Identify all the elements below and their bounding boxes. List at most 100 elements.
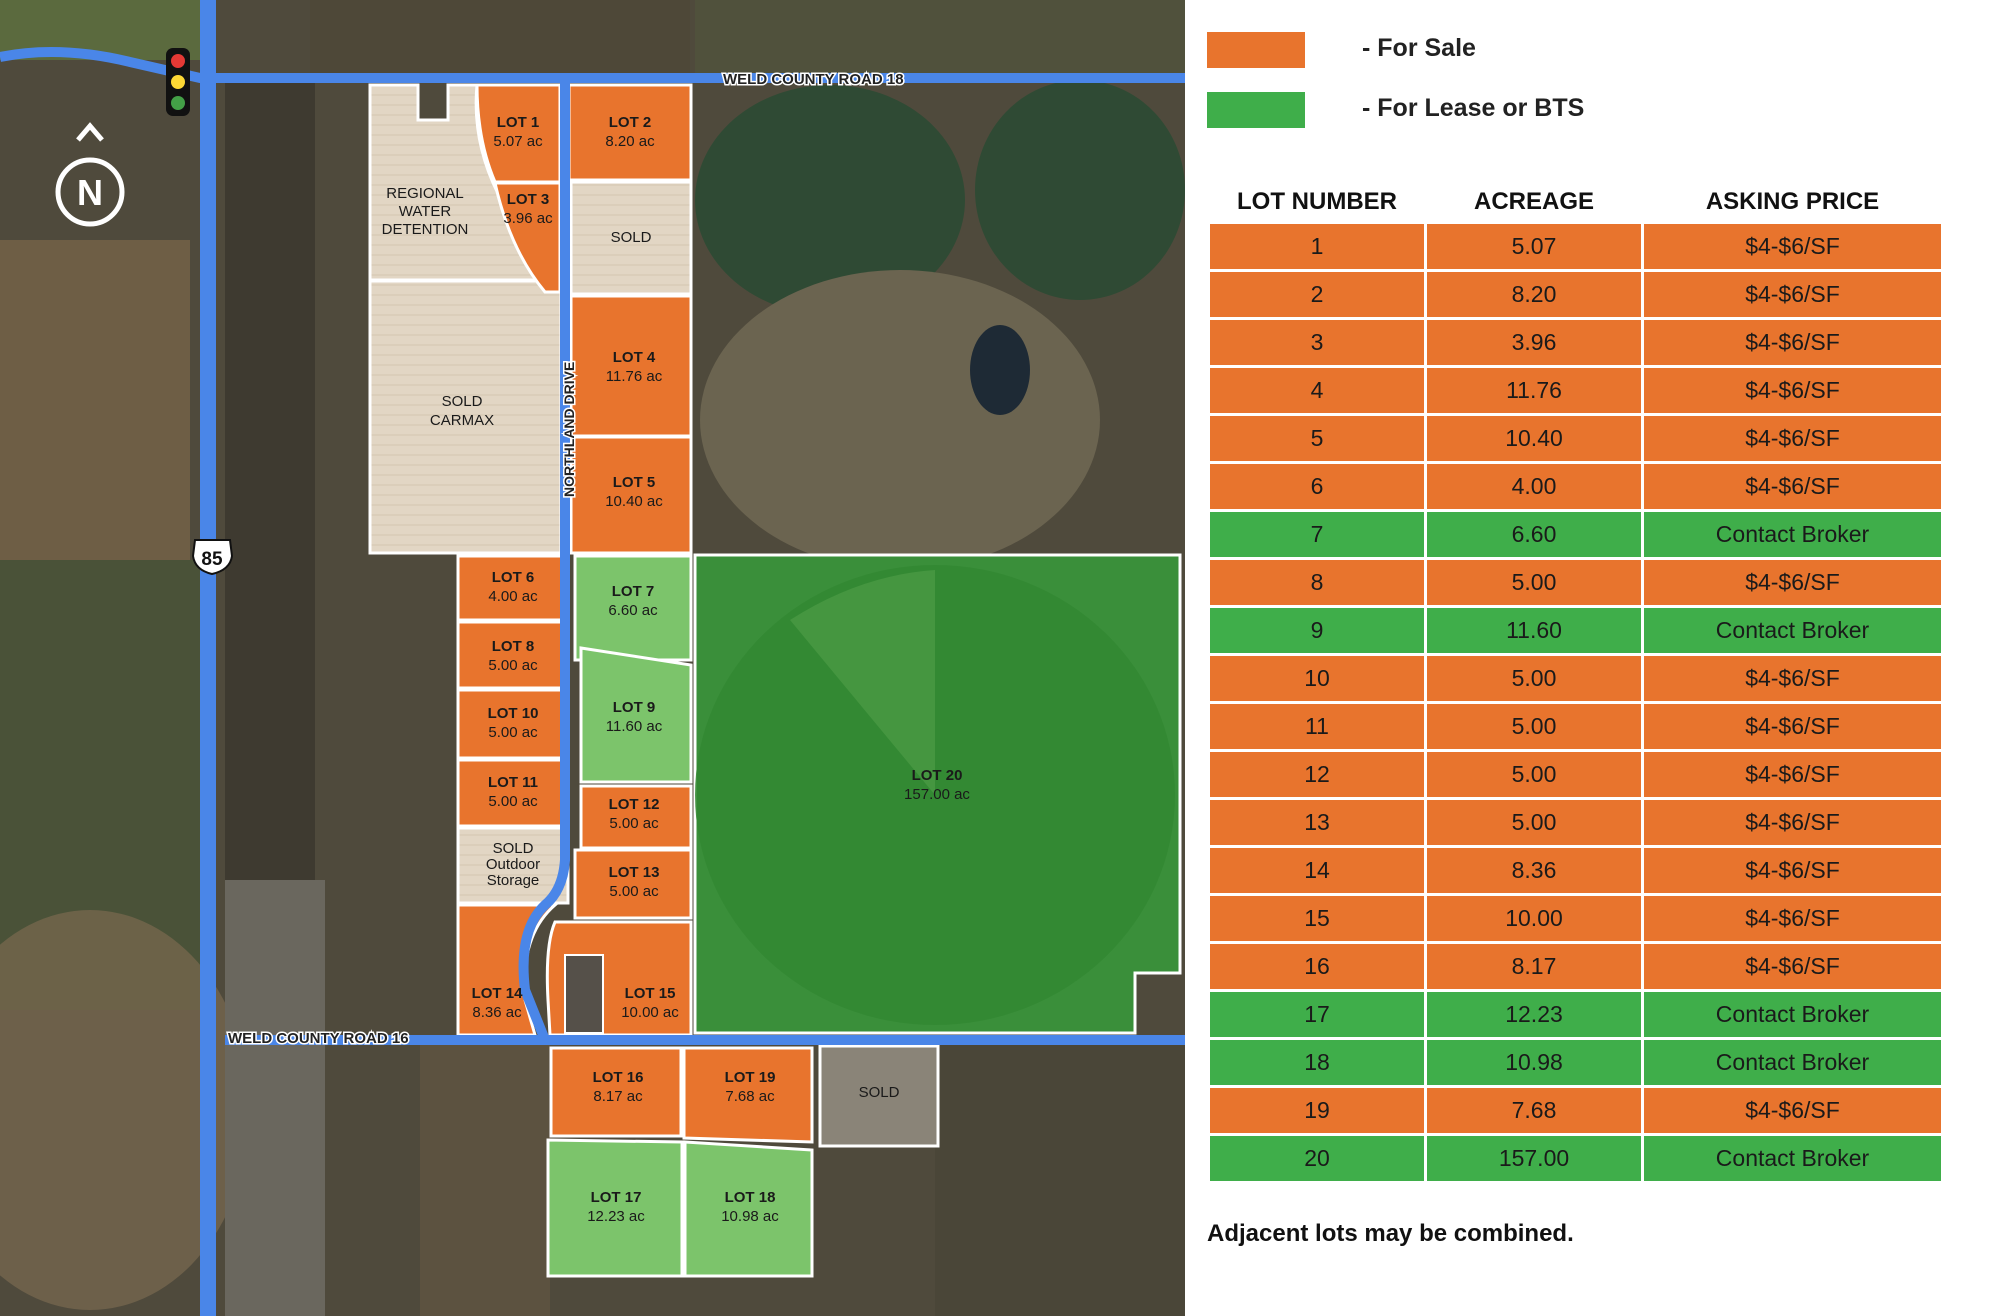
cell-lot-number: 16 (1210, 944, 1424, 989)
label-sold-outdoor-3: Storage (487, 872, 540, 889)
label-carmax-1: SOLD (442, 393, 483, 410)
parcel-lot16 (549, 1046, 683, 1138)
parcel-lot15-building (564, 954, 604, 1034)
cell-asking-price: $4-$6/SF (1644, 704, 1941, 749)
lot-area-lot6: 4.00 ac (488, 588, 538, 605)
parcel-sold-carmax (368, 279, 563, 555)
cell-lot-number: 2 (1210, 272, 1424, 317)
table-row: 18 10.98 Contact Broker (1210, 1040, 1941, 1085)
header-acreage: ACREAGE (1473, 188, 1594, 215)
road-label-weld-18: WELD COUNTY ROAD 18 (723, 71, 904, 88)
cell-acreage: 11.60 (1427, 608, 1641, 653)
field-ne (695, 0, 1185, 80)
table-row: 11 5.00 $4-$6/SF (1210, 704, 1941, 749)
cell-asking-price: Contact Broker (1644, 1040, 1941, 1085)
table-row: 3 3.96 $4-$6/SF (1210, 320, 1941, 365)
lot-label-lot18: LOT 18 (725, 1189, 776, 1206)
table-row: 5 10.40 $4-$6/SF (1210, 416, 1941, 461)
parcel-lot12 (579, 784, 693, 850)
lot-area-lot2: 8.20 ac (605, 133, 655, 150)
cell-asking-price: Contact Broker (1644, 992, 1941, 1037)
north-arrow-icon: N (55, 122, 125, 227)
cell-acreage: 8.20 (1427, 272, 1641, 317)
label-detention-2: WATER (399, 203, 452, 220)
lot-area-lot5: 10.40 ac (605, 493, 663, 510)
industrial-strip (225, 880, 325, 1316)
lot-label-lot16: LOT 16 (593, 1069, 644, 1086)
lot-label-lot9: LOT 9 (613, 699, 656, 716)
cell-lot-number: 15 (1210, 896, 1424, 941)
cell-asking-price: $4-$6/SF (1644, 416, 1941, 461)
table-row: 8 5.00 $4-$6/SF (1210, 560, 1941, 605)
cell-lot-number: 18 (1210, 1040, 1424, 1085)
road-northland-drive (518, 80, 570, 1042)
parcel-lot4 (569, 294, 693, 438)
legend-label-for-sale: - For Sale (1362, 34, 1476, 62)
cell-acreage: 10.40 (1427, 416, 1641, 461)
lot-label-lot20: LOT 20 (912, 767, 963, 784)
lot-table: LOT NUMBER ACREAGE ASKING PRICE 1 5.07 $4-… (1207, 180, 1944, 1184)
lot-area-lot13: 5.00 ac (609, 883, 659, 900)
cell-lot-number: 13 (1210, 800, 1424, 845)
lot-area-lot18: 10.98 ac (721, 1208, 779, 1225)
pivot-field-ne2 (975, 80, 1185, 300)
table-row: 19 7.68 $4-$6/SF (1210, 1088, 1941, 1133)
highway-85-label: 85 (201, 549, 223, 570)
cell-acreage: 12.23 (1427, 992, 1641, 1037)
label-sold-se: SOLD (859, 1084, 900, 1101)
field-se (935, 1045, 1185, 1316)
label-sold-outdoor-2: Outdoor (486, 856, 540, 873)
lot-area-lot11: 5.00 ac (488, 793, 538, 810)
table-row: 13 5.00 $4-$6/SF (1210, 800, 1941, 845)
footnote: Adjacent lots may be combined. (1207, 1220, 1574, 1247)
cell-asking-price: $4-$6/SF (1644, 1088, 1941, 1133)
cell-acreage: 7.68 (1427, 1088, 1641, 1133)
lot20-wedge (790, 570, 935, 795)
cell-asking-price: $4-$6/SF (1644, 752, 1941, 797)
lot-label-lot8: LOT 8 (492, 638, 535, 655)
cell-lot-number: 10 (1210, 656, 1424, 701)
road-label-northland: NORTHLAND DRIVE (561, 362, 577, 497)
table-row: 10 5.00 $4-$6/SF (1210, 656, 1941, 701)
cell-lot-number: 8 (1210, 560, 1424, 605)
lot-label-lot11: LOT 11 (488, 774, 538, 791)
cell-asking-price: $4-$6/SF (1644, 560, 1941, 605)
pivot-field-ne1 (695, 85, 965, 315)
table-row: 2 8.20 $4-$6/SF (1210, 272, 1941, 317)
parcel-lot9 (579, 646, 693, 784)
label-detention-3: DETENTION (382, 221, 469, 238)
cell-acreage: 11.76 (1427, 368, 1641, 413)
table-row: 20 157.00 Contact Broker (1210, 1136, 1941, 1181)
cell-asking-price: $4-$6/SF (1644, 800, 1941, 845)
cell-acreage: 3.96 (1427, 320, 1641, 365)
lot-label-lot19: LOT 19 (725, 1069, 776, 1086)
lot-label-lot4: LOT 4 (613, 349, 656, 366)
pond (970, 325, 1030, 415)
cell-acreage: 5.00 (1427, 656, 1641, 701)
parcel-lot11 (456, 758, 570, 828)
cell-lot-number: 4 (1210, 368, 1424, 413)
cell-acreage: 4.00 (1427, 464, 1641, 509)
legend-swatch-for-lease (1207, 92, 1305, 128)
cell-acreage: 5.00 (1427, 752, 1641, 797)
cell-acreage: 8.17 (1427, 944, 1641, 989)
cell-asking-price: $4-$6/SF (1644, 368, 1941, 413)
road-label-weld-16: WELD COUNTY ROAD 16 (228, 1030, 409, 1047)
lot-area-lot20: 157.00 ac (904, 786, 970, 803)
label-detention-1: REGIONAL (386, 185, 464, 202)
lot-area-lot7: 6.60 ac (608, 602, 658, 619)
lot-label-lot6: LOT 6 (492, 569, 535, 586)
cell-acreage: 157.00 (1427, 1136, 1641, 1181)
cell-asking-price: $4-$6/SF (1644, 848, 1941, 893)
table-header-row: LOT NUMBER ACREAGE ASKING PRICE (1210, 183, 1941, 221)
lot-label-lot12: LOT 12 (609, 796, 660, 813)
table-row: 12 5.00 $4-$6/SF (1210, 752, 1941, 797)
cell-acreage: 6.60 (1427, 512, 1641, 557)
lot-area-lot4: 11.76 ac (606, 368, 663, 385)
field-n (310, 0, 690, 75)
cell-lot-number: 5 (1210, 416, 1424, 461)
lot-label-lot15: LOT 15 (625, 985, 676, 1002)
lot-area-lot12: 5.00 ac (609, 815, 659, 832)
highway-85-shield: 85 (191, 539, 234, 576)
cell-acreage: 5.07 (1427, 224, 1641, 269)
